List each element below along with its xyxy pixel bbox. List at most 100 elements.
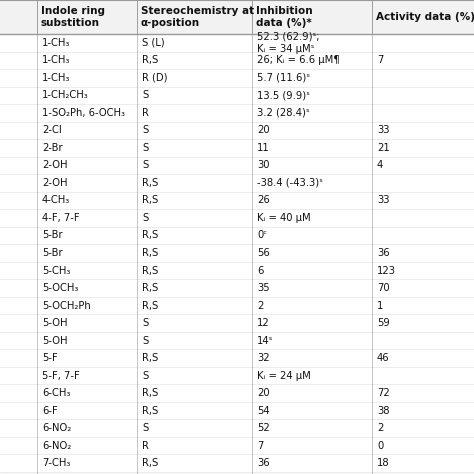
- Text: R,S: R,S: [142, 406, 158, 416]
- Bar: [0, 209, 474, 227]
- Text: 5-OH: 5-OH: [42, 336, 67, 346]
- Text: 6: 6: [257, 265, 264, 275]
- Text: 2-Cl: 2-Cl: [42, 125, 62, 136]
- Bar: [0, 191, 474, 209]
- Text: 2-OH: 2-OH: [42, 160, 67, 170]
- Text: 6-NO₂: 6-NO₂: [42, 441, 71, 451]
- Text: 5-Br: 5-Br: [42, 248, 63, 258]
- Text: 13.5 (9.9)ˢ: 13.5 (9.9)ˢ: [257, 91, 310, 100]
- Text: R: R: [142, 441, 149, 451]
- Text: R,S: R,S: [142, 283, 158, 293]
- Text: S: S: [142, 143, 148, 153]
- Text: 12: 12: [257, 318, 270, 328]
- Text: R,S: R,S: [142, 55, 158, 65]
- Bar: [0, 0, 37, 34]
- Text: 56: 56: [257, 248, 270, 258]
- Text: 30: 30: [257, 160, 270, 170]
- Text: 6-F: 6-F: [42, 406, 58, 416]
- Text: S (L): S (L): [142, 38, 164, 48]
- Text: 1-CH₃: 1-CH₃: [42, 38, 70, 48]
- Bar: [0, 52, 474, 69]
- Text: Inhibition
data (%)*: Inhibition data (%)*: [256, 6, 313, 28]
- Bar: [0, 122, 474, 139]
- Text: 2-Br: 2-Br: [42, 143, 63, 153]
- Text: 5-CH₃: 5-CH₃: [42, 265, 70, 275]
- Text: R,S: R,S: [142, 230, 158, 240]
- Bar: [252, 0, 372, 34]
- Text: 6-NO₂: 6-NO₂: [42, 423, 71, 433]
- Text: 36: 36: [377, 248, 390, 258]
- Text: R,S: R,S: [142, 248, 158, 258]
- Text: 21: 21: [377, 143, 390, 153]
- Text: 33: 33: [377, 195, 390, 205]
- Text: -38.4 (-43.3)ˢ: -38.4 (-43.3)ˢ: [257, 178, 323, 188]
- Text: R,S: R,S: [142, 301, 158, 310]
- Text: S: S: [142, 423, 148, 433]
- Text: S: S: [142, 371, 148, 381]
- Text: Kᵢ = 24 μM: Kᵢ = 24 μM: [257, 371, 311, 381]
- Text: 2: 2: [257, 301, 264, 310]
- Text: 26; Kᵢ = 6.6 μM¶: 26; Kᵢ = 6.6 μM¶: [257, 55, 340, 65]
- Bar: [0, 314, 474, 332]
- Bar: [0, 69, 474, 87]
- Text: 18: 18: [377, 458, 390, 468]
- Text: R,S: R,S: [142, 353, 158, 363]
- Text: R,S: R,S: [142, 178, 158, 188]
- Text: R,S: R,S: [142, 195, 158, 205]
- Text: 0ᶜ: 0ᶜ: [257, 230, 267, 240]
- Text: 0: 0: [377, 441, 383, 451]
- Text: 26: 26: [257, 195, 270, 205]
- Text: 5-F: 5-F: [42, 353, 58, 363]
- Text: R,S: R,S: [142, 458, 158, 468]
- Bar: [0, 279, 474, 297]
- Text: 2: 2: [377, 423, 383, 433]
- Text: 5-F, 7-F: 5-F, 7-F: [42, 371, 80, 381]
- Text: 5-Br: 5-Br: [42, 230, 63, 240]
- Bar: [0, 244, 474, 262]
- Text: 3.2 (28.4)ˢ: 3.2 (28.4)ˢ: [257, 108, 310, 118]
- Bar: [0, 455, 474, 472]
- Bar: [0, 139, 474, 156]
- Text: Stereochemistry at
α-position: Stereochemistry at α-position: [141, 6, 254, 28]
- Text: 5-OH: 5-OH: [42, 318, 67, 328]
- Text: 2-OH: 2-OH: [42, 178, 67, 188]
- Text: 20: 20: [257, 125, 270, 136]
- Bar: [0, 367, 474, 384]
- Text: 36: 36: [257, 458, 270, 468]
- Text: Kᵢ = 40 μM: Kᵢ = 40 μM: [257, 213, 310, 223]
- Text: 4-CH₃: 4-CH₃: [42, 195, 70, 205]
- Bar: [0, 227, 474, 244]
- Text: 7-CH₃: 7-CH₃: [42, 458, 70, 468]
- Text: R,S: R,S: [142, 388, 158, 398]
- Bar: [0, 402, 474, 419]
- Text: 72: 72: [377, 388, 390, 398]
- Text: 14ˢ: 14ˢ: [257, 336, 273, 346]
- Text: S: S: [142, 336, 148, 346]
- Text: 52.3 (62.9)ˢ;
Kᵢ = 34 μMˢ: 52.3 (62.9)ˢ; Kᵢ = 34 μMˢ: [257, 32, 319, 54]
- Bar: [37, 0, 137, 34]
- Text: 5.7 (11.6)ˢ: 5.7 (11.6)ˢ: [257, 73, 310, 83]
- Text: 4-F, 7-F: 4-F, 7-F: [42, 213, 80, 223]
- Bar: [0, 34, 474, 52]
- Bar: [0, 297, 474, 314]
- Text: R,S: R,S: [142, 265, 158, 275]
- Text: 70: 70: [377, 283, 390, 293]
- Text: 20: 20: [257, 388, 270, 398]
- Text: 54: 54: [257, 406, 270, 416]
- Text: 46: 46: [377, 353, 390, 363]
- Text: S: S: [142, 160, 148, 170]
- Text: 35: 35: [257, 283, 270, 293]
- Text: Indole ring
substition: Indole ring substition: [41, 6, 105, 28]
- Bar: [0, 174, 474, 191]
- Text: 1-CH₃: 1-CH₃: [42, 73, 70, 83]
- Text: S: S: [142, 125, 148, 136]
- Bar: [0, 384, 474, 402]
- Text: 59: 59: [377, 318, 390, 328]
- Text: 5-OCH₃: 5-OCH₃: [42, 283, 78, 293]
- Bar: [0, 156, 474, 174]
- Text: 1-CH₃: 1-CH₃: [42, 55, 70, 65]
- Text: 7: 7: [257, 441, 264, 451]
- Text: 52: 52: [257, 423, 270, 433]
- Text: 1: 1: [377, 301, 383, 310]
- Text: 123: 123: [377, 265, 396, 275]
